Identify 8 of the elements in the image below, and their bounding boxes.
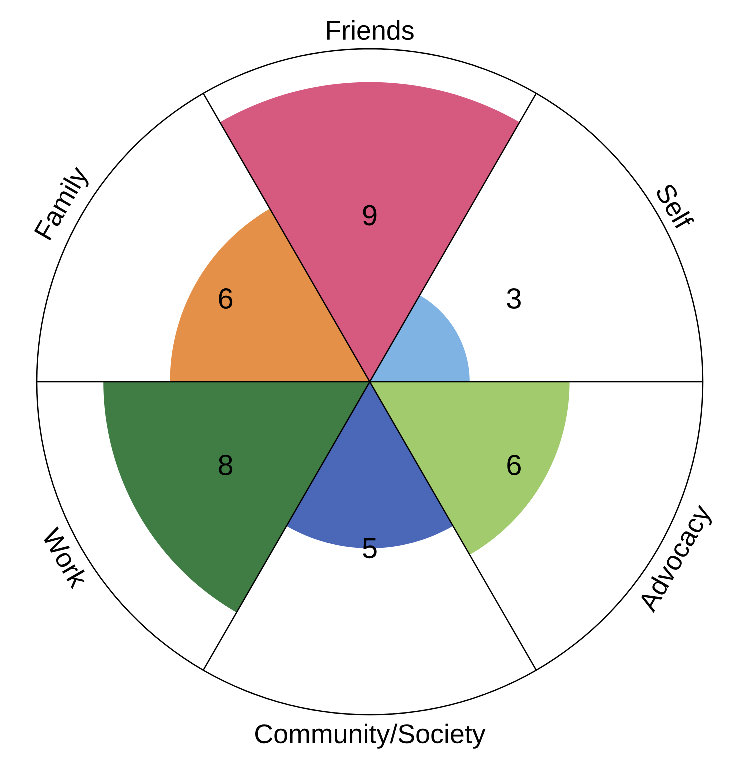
data-label: 6 xyxy=(508,455,521,476)
data-label: 6 xyxy=(219,288,233,309)
category-label: Community/Society xyxy=(256,724,486,749)
category-label: Friends xyxy=(327,20,414,40)
data-label: 3 xyxy=(507,288,521,309)
category-label: Self xyxy=(657,185,695,229)
data-label: 9 xyxy=(363,205,377,226)
data-label: 8 xyxy=(219,455,233,476)
